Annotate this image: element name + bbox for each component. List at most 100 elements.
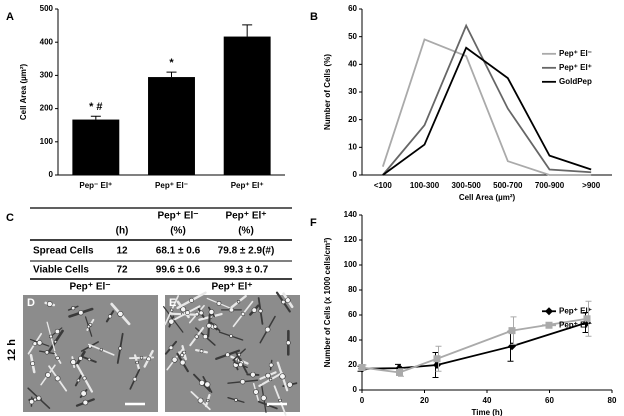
cell <box>33 397 38 402</box>
y-tick-label: 40 <box>348 335 357 344</box>
cell <box>118 346 123 351</box>
cell <box>278 398 282 403</box>
x-tick-label: 100-300 <box>410 181 440 190</box>
cell <box>240 379 246 385</box>
cell <box>139 356 144 360</box>
cell <box>168 318 175 325</box>
cell-texture <box>27 291 298 416</box>
y-tick-label: 80 <box>348 285 357 294</box>
cell <box>49 334 53 339</box>
cell <box>45 372 51 378</box>
cell <box>202 334 208 340</box>
cell <box>169 308 174 312</box>
bar <box>72 119 120 175</box>
y-tick-label: 20 <box>348 360 357 369</box>
y-tick-label: 0 <box>353 170 358 179</box>
bar <box>223 36 271 175</box>
cell <box>70 359 77 365</box>
x-tick-label: 40 <box>483 396 492 405</box>
y-axis-label: Number of Cells (x 1000 cells/cm²) <box>323 237 332 367</box>
panel-label: A <box>6 11 14 23</box>
x-tick-label: Pep⁺ El⁻ <box>155 181 188 190</box>
legend-label: Pep⁺ El⁻ <box>559 320 592 329</box>
cell <box>179 359 186 366</box>
cell <box>225 352 230 358</box>
cell <box>229 334 233 338</box>
table-cell: 68.1 ± 0.6 <box>156 246 201 257</box>
cell <box>208 309 215 315</box>
micrograph <box>23 295 158 412</box>
legend-label: Pep⁺ El⁻ <box>559 49 592 58</box>
cell <box>258 308 263 313</box>
cell <box>238 362 243 368</box>
cell <box>29 399 35 405</box>
panel-label: C <box>6 212 14 224</box>
cell <box>206 323 212 329</box>
cell <box>78 356 83 361</box>
cell <box>279 373 286 380</box>
cell <box>182 350 187 355</box>
x-tick-label: <100 <box>374 181 393 190</box>
y-tick-label: 60 <box>348 310 357 319</box>
cell <box>46 301 53 307</box>
cell <box>171 356 178 363</box>
cell <box>204 381 211 388</box>
cell <box>206 398 210 403</box>
cell <box>53 340 58 344</box>
cell <box>251 307 257 313</box>
point <box>508 342 516 351</box>
cell <box>82 399 89 406</box>
table-cell: Viable Cells <box>33 265 89 276</box>
cell <box>285 297 291 303</box>
table-header: Pep⁺ El⁺ <box>225 211 266 222</box>
cell <box>189 297 195 303</box>
table-header: (%) <box>170 226 186 237</box>
y-tick-label: 200 <box>40 104 54 113</box>
legend-label: Pep⁺ El⁺ <box>559 63 592 72</box>
table-cell: 99.3 ± 0.7 <box>224 265 269 276</box>
cell <box>86 324 91 329</box>
x-tick-label: 300-500 <box>451 181 481 190</box>
error-bar <box>166 71 177 78</box>
cell <box>54 375 61 382</box>
point <box>358 364 366 371</box>
y-tick-label: 0 <box>49 170 54 179</box>
legend-label: GoldPep <box>559 77 592 86</box>
table-header: Pep⁺ El⁻ <box>157 211 198 222</box>
series-line <box>381 38 592 176</box>
x-tick-label: Pep⁻ El⁺ <box>79 181 112 190</box>
bar-annotation: * <box>169 57 174 69</box>
y-tick-label: 60 <box>348 4 357 13</box>
x-axis-label: Cell Area (µm²) <box>459 193 516 202</box>
bar-annotation: * # <box>89 101 102 113</box>
cell <box>268 377 273 382</box>
cell <box>30 361 36 367</box>
cell <box>240 311 246 317</box>
cell <box>197 397 204 404</box>
cell <box>250 371 256 378</box>
side-label: 12 h <box>6 339 18 361</box>
y-tick-label: 500 <box>40 4 54 13</box>
legend-marker <box>545 321 553 329</box>
table-cell: Spread Cells <box>33 246 94 257</box>
legend-marker <box>545 307 553 316</box>
cell <box>185 310 190 316</box>
cell <box>236 300 241 304</box>
series-line <box>382 46 592 176</box>
cell <box>194 334 199 339</box>
cell <box>55 355 60 361</box>
x-axis-label: Time (h) <box>472 408 503 416</box>
table-cell: 12 <box>116 246 128 257</box>
cell <box>44 350 50 355</box>
cell <box>180 353 185 358</box>
y-tick-label: 30 <box>348 87 357 96</box>
cell <box>135 360 139 365</box>
cell <box>234 398 238 402</box>
y-tick-label: 140 <box>344 210 358 219</box>
cell <box>260 395 267 401</box>
cell <box>237 352 241 357</box>
cell <box>87 357 92 362</box>
y-tick-label: 10 <box>348 142 357 151</box>
cell <box>265 372 271 379</box>
cell <box>285 340 291 346</box>
